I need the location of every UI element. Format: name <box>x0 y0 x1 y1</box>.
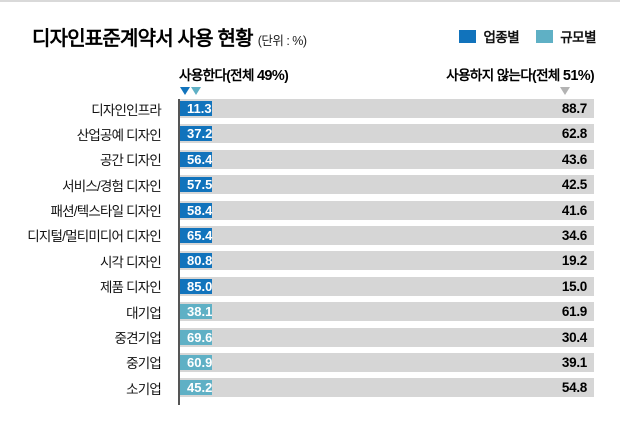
row-track: 60.9 39.1 <box>180 352 594 372</box>
value-not-used: 43.6 <box>561 151 587 167</box>
title-wrap: 디자인표준계약서 사용 현황 (단위 : %) <box>32 22 307 51</box>
row-label: 대기업 <box>126 305 162 321</box>
industry-marker-triangle-icon <box>180 87 190 95</box>
row-track: 69.6 30.4 <box>180 327 594 347</box>
size-swatch-icon <box>536 29 554 43</box>
header-use: 사용한다(전체 49%) <box>179 68 289 84</box>
value-not-used: 62.8 <box>561 126 587 142</box>
chart-row: 대기업 38.1 61.9 <box>0 302 594 322</box>
row-label: 시각 디자인 <box>99 254 162 270</box>
chart-row: 공간 디자인 56.4 43.6 <box>0 149 594 169</box>
column-headers: 사용한다(전체 49%) 사용하지 않는다(전체 51%) <box>179 64 595 84</box>
row-track: 45.2 54.8 <box>180 378 594 398</box>
chart-row: 패션/텍스타일 디자인 58.4 41.6 <box>0 200 594 220</box>
row-label: 디자인인프라 <box>91 102 162 118</box>
row-label: 중견기업 <box>114 331 162 347</box>
row-track: 56.4 43.6 <box>180 149 594 169</box>
bar-used: 69.6 <box>180 329 213 345</box>
chart-row: 중견기업 69.6 30.4 <box>0 327 594 347</box>
row-label: 제품 디자인 <box>99 280 162 296</box>
bar-used: 57.5 <box>180 177 213 193</box>
row-label: 공간 디자인 <box>99 153 162 169</box>
row-track: 38.1 61.9 <box>180 302 594 322</box>
bar-used: 45.2 <box>180 380 213 396</box>
value-not-used: 19.2 <box>561 253 587 269</box>
header-not-use: 사용하지 않는다(전체 51%) <box>446 68 594 84</box>
legend-item-industry: 업종별 <box>459 26 520 46</box>
value-not-used: 41.6 <box>561 202 587 218</box>
bar-used: 60.9 <box>180 354 213 370</box>
value-not-used: 42.5 <box>561 177 587 193</box>
chart-row: 소기업 45.2 54.8 <box>0 378 594 398</box>
row-track: 57.5 42.5 <box>180 175 594 195</box>
marker-row <box>179 86 594 98</box>
row-label: 산업공예 디자인 <box>76 127 162 143</box>
chart-row: 시각 디자인 80.8 19.2 <box>0 251 594 271</box>
row-label: 중기업 <box>126 356 162 372</box>
notuse-marker-triangle-icon <box>560 87 570 95</box>
value-not-used: 15.0 <box>561 278 587 294</box>
legend-label-size: 규모별 <box>560 30 596 45</box>
chart-row: 디지털/멀티미디어 디자인 65.4 34.6 <box>0 225 594 245</box>
bar-rows: 디자인인프라 11.3 88.7 산업공예 디자인 37.2 62.8 공간 디… <box>0 99 594 406</box>
bar-used: 85.0 <box>180 278 213 294</box>
row-label: 서비스/경험 디자인 <box>62 178 162 194</box>
bar-used: 38.1 <box>180 304 213 320</box>
value-not-used: 34.6 <box>561 227 587 243</box>
title-row: 디자인표준계약서 사용 현황 (단위 : %) 업종별 규모별 <box>0 2 620 51</box>
row-label: 디지털/멀티미디어 디자인 <box>27 229 162 245</box>
industry-swatch-icon <box>459 29 477 43</box>
chart-row: 중기업 60.9 39.1 <box>0 352 594 372</box>
row-track: 85.0 15.0 <box>180 276 594 296</box>
unit-label: (단위 : %) <box>257 34 307 48</box>
chart-row: 제품 디자인 85.0 15.0 <box>0 276 594 296</box>
row-track: 37.2 62.8 <box>180 124 594 144</box>
value-not-used: 30.4 <box>561 329 587 345</box>
chart-row: 서비스/경험 디자인 57.5 42.5 <box>0 175 594 195</box>
bar-used: 80.8 <box>180 253 213 269</box>
bar-used: 58.4 <box>180 202 213 218</box>
value-not-used: 88.7 <box>561 101 587 116</box>
legend: 업종별 규모별 <box>459 22 596 46</box>
bar-used: 56.4 <box>180 151 213 167</box>
page-title: 디자인표준계약서 사용 현황 <box>32 28 254 50</box>
value-not-used: 61.9 <box>561 304 587 320</box>
row-track: 80.8 19.2 <box>180 251 594 271</box>
chart-row: 산업공예 디자인 37.2 62.8 <box>0 124 594 144</box>
legend-label-industry: 업종별 <box>483 30 520 45</box>
bar-used: 11.3 <box>180 101 212 116</box>
legend-item-size: 규모별 <box>536 26 596 46</box>
bar-used: 37.2 <box>180 126 213 142</box>
value-not-used: 54.8 <box>561 380 587 396</box>
bar-used: 65.4 <box>180 227 213 243</box>
row-label: 소기업 <box>126 381 162 397</box>
row-track: 11.3 88.7 <box>180 99 594 118</box>
row-label: 패션/텍스타일 디자인 <box>50 204 162 220</box>
value-not-used: 39.1 <box>561 354 587 370</box>
size-marker-triangle-icon <box>191 87 201 95</box>
chart-row: 디자인인프라 11.3 88.7 <box>0 99 594 118</box>
row-track: 65.4 34.6 <box>180 225 594 245</box>
row-track: 58.4 41.6 <box>180 200 594 220</box>
